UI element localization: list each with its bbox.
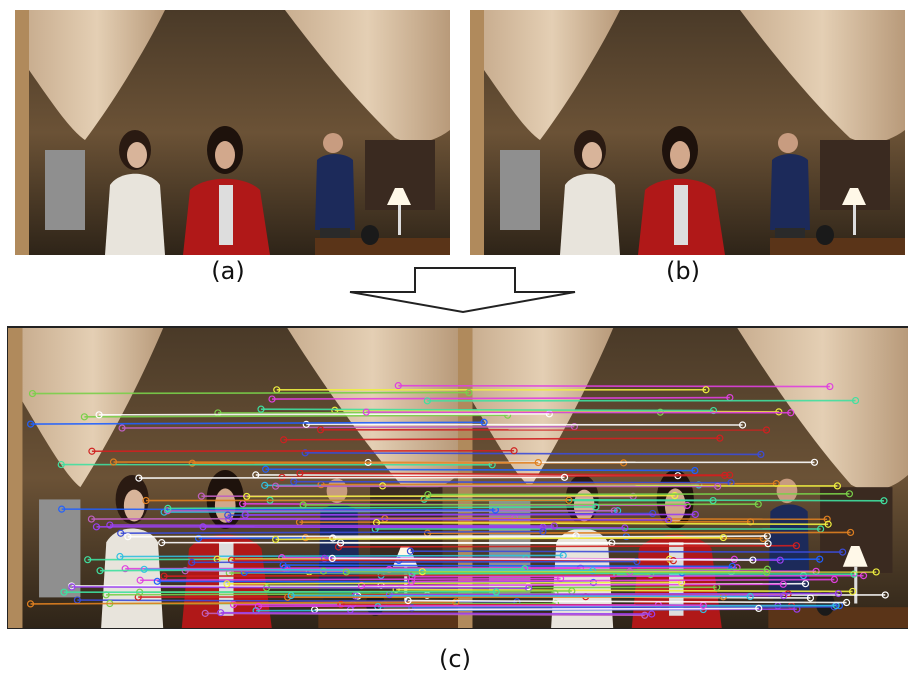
match-line: [398, 386, 830, 387]
match-line: [291, 596, 750, 597]
label-c: (c): [439, 645, 471, 673]
image-a: [15, 10, 450, 255]
match-line: [99, 414, 549, 415]
match-line: [258, 605, 703, 606]
match-line: [294, 482, 731, 483]
match-line: [229, 519, 669, 520]
match-line: [32, 393, 469, 394]
match-line: [412, 576, 863, 577]
match-line: [110, 525, 554, 526]
match-line: [62, 509, 496, 510]
match-line: [247, 496, 675, 497]
match-line: [192, 562, 637, 563]
match-line: [366, 412, 790, 413]
match-line: [203, 527, 625, 528]
match-line: [389, 593, 838, 594]
figure: (a) (b) (c): [0, 0, 908, 675]
arrow: [350, 268, 575, 312]
match-line: [321, 484, 776, 485]
match-line: [410, 551, 842, 552]
match-line: [128, 536, 576, 537]
label-a: (a): [211, 257, 244, 285]
label-b: (b): [666, 257, 700, 285]
match-line: [139, 477, 565, 478]
image-b: [470, 10, 905, 255]
match-line: [341, 543, 768, 544]
match-line: [428, 494, 849, 495]
match-line: [113, 462, 538, 463]
match-line: [306, 424, 742, 425]
match-line: [303, 504, 758, 505]
match-line: [120, 555, 563, 556]
